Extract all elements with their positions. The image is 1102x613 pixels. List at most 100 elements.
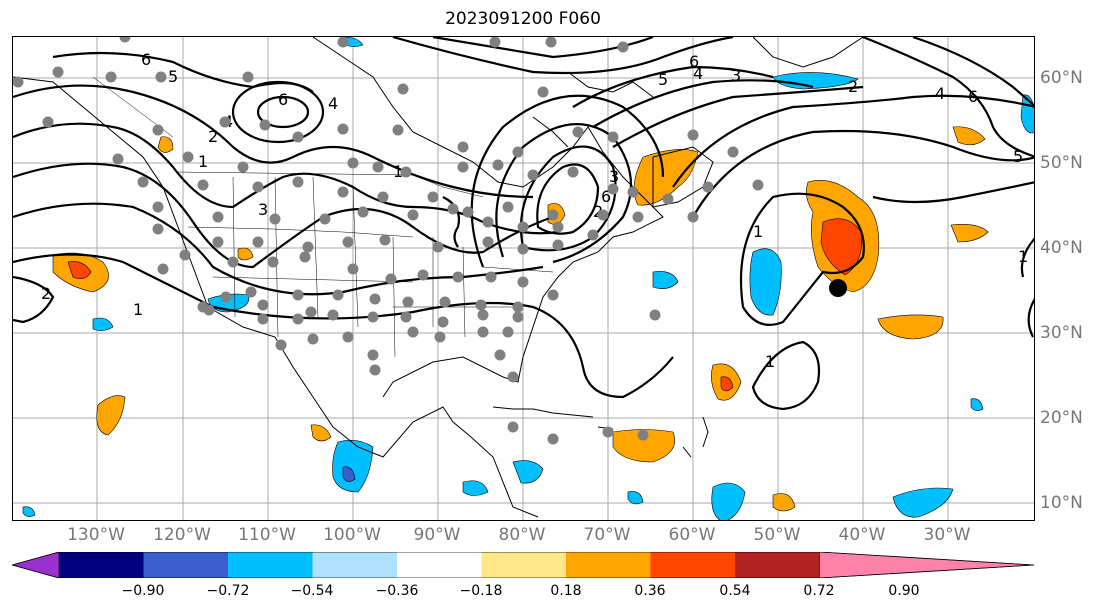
station-dot xyxy=(119,37,131,43)
station-dot xyxy=(552,221,564,233)
station-dot xyxy=(269,213,281,225)
station-dot xyxy=(489,37,501,48)
contour-label: 3 xyxy=(609,167,619,186)
lon-label: 90°W xyxy=(413,525,461,545)
station-dot xyxy=(662,193,674,205)
station-dot xyxy=(203,304,215,316)
station-dot xyxy=(337,37,349,48)
station-dot xyxy=(155,71,167,83)
station-dot xyxy=(220,291,232,303)
colorbar-tick: 0.90 xyxy=(888,583,920,599)
station-dot xyxy=(377,191,389,203)
lat-label: 40°N xyxy=(1040,238,1083,258)
station-dot xyxy=(537,86,549,98)
station-dot xyxy=(275,339,287,351)
contour-label: 2 xyxy=(208,127,218,146)
station-dot xyxy=(492,159,504,171)
lat-label: 30°N xyxy=(1040,323,1083,343)
station-dot xyxy=(494,349,506,361)
station-dot xyxy=(105,71,117,83)
station-dot xyxy=(512,311,524,323)
contour-label: 3 xyxy=(731,66,741,85)
colorbar-tick: −0.18 xyxy=(459,583,503,599)
station-dot xyxy=(502,326,514,338)
station-dot xyxy=(152,201,164,213)
station-dot xyxy=(182,151,194,163)
station-dot xyxy=(305,306,317,318)
lon-label: 110°W xyxy=(238,525,296,545)
station-dot xyxy=(407,326,419,338)
contour-label: 6 xyxy=(968,87,978,106)
station-dot xyxy=(402,296,414,308)
station-dot xyxy=(245,286,257,298)
station-dot xyxy=(337,123,349,135)
station-dot xyxy=(727,146,739,158)
station-dot xyxy=(259,119,271,131)
station-dot xyxy=(567,166,579,178)
station-dot xyxy=(627,186,639,198)
contour-label: 3 xyxy=(258,200,268,219)
station-dots xyxy=(13,37,764,445)
station-dot xyxy=(512,301,524,313)
station-dot xyxy=(687,211,699,223)
station-dot xyxy=(369,364,381,376)
station-dot xyxy=(372,161,384,173)
colorbar-cell xyxy=(228,552,313,578)
station-dot xyxy=(152,223,164,235)
contour-label: 5 xyxy=(168,67,178,86)
contours xyxy=(13,37,1034,411)
colorbar-extend-high xyxy=(819,552,1035,578)
station-dot xyxy=(477,309,489,321)
station-dot xyxy=(292,313,304,325)
contour-label: 1 xyxy=(753,222,763,241)
station-dot xyxy=(267,256,279,268)
station-dot xyxy=(52,66,64,78)
station-dot xyxy=(482,236,494,248)
station-dot xyxy=(572,126,584,138)
station-dot xyxy=(42,116,54,128)
station-dot xyxy=(527,169,539,181)
station-dot xyxy=(512,146,524,158)
colorbar-cell xyxy=(481,552,567,578)
colorbar-cell xyxy=(735,552,820,578)
station-dot xyxy=(602,426,614,438)
station-dot xyxy=(292,289,304,301)
lon-label: 40°W xyxy=(838,525,886,545)
contour-label: 2 xyxy=(593,202,603,221)
station-dot xyxy=(427,191,439,203)
contour-label: 6 xyxy=(141,50,151,69)
station-dot xyxy=(462,206,474,218)
station-dot xyxy=(632,211,644,223)
station-dot xyxy=(475,299,487,311)
station-dot xyxy=(219,116,231,128)
station-dot xyxy=(397,83,409,95)
colorbar-outline xyxy=(12,552,1035,578)
station-dot xyxy=(179,249,191,261)
colorbar-tick: 0.36 xyxy=(634,583,666,599)
lat-label: 10°N xyxy=(1040,493,1083,513)
station-dot xyxy=(332,289,344,301)
lon-label: 60°W xyxy=(668,525,716,545)
station-dot xyxy=(13,76,24,88)
station-dot xyxy=(417,269,429,281)
station-dot xyxy=(457,161,469,173)
lat-label: 60°N xyxy=(1040,68,1083,88)
station-dot xyxy=(337,186,349,198)
station-dot xyxy=(587,229,599,241)
station-dot xyxy=(485,271,497,283)
lon-label: 30°W xyxy=(923,525,971,545)
station-dot xyxy=(369,293,381,305)
map-svg: 6 5 4 3 2 1 6 4 3 2 6 5 4 3 2 1 1 1 2 1 … xyxy=(13,37,1034,520)
station-dot xyxy=(607,131,619,143)
contour-label: 1 xyxy=(765,352,775,371)
station-dot xyxy=(400,311,412,323)
station-dot xyxy=(547,433,559,445)
colorbar-tick: −0.90 xyxy=(121,583,165,599)
station-dot xyxy=(152,124,164,136)
station-dot xyxy=(319,213,331,225)
station-dot xyxy=(617,41,629,53)
colorbar-cell xyxy=(143,552,229,578)
station-dot xyxy=(242,71,254,83)
map-panel: 6 5 4 3 2 1 6 4 3 2 6 5 4 3 2 1 1 1 2 1 … xyxy=(12,36,1035,521)
colorbar-tick: −0.54 xyxy=(290,583,334,599)
